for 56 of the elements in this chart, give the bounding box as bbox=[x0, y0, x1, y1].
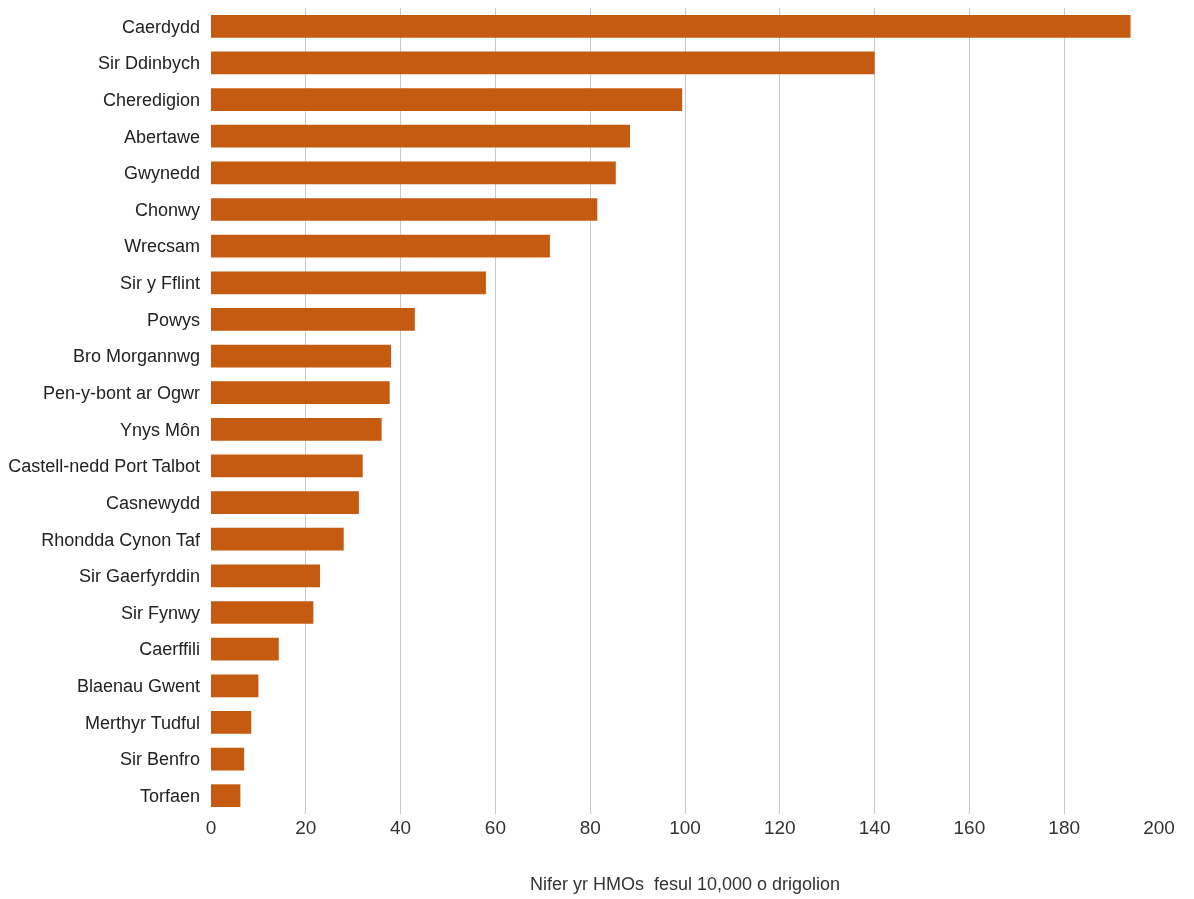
y-tick-label: Sir Ddinbych bbox=[97, 53, 200, 74]
x-tick-label: 200 bbox=[1143, 817, 1175, 838]
y-tick-label: Casnewydd bbox=[105, 492, 200, 513]
bar bbox=[211, 344, 392, 368]
bar bbox=[211, 124, 631, 148]
y-tick-label: Sir Benfro bbox=[119, 749, 200, 770]
bar bbox=[211, 527, 344, 551]
bar bbox=[211, 161, 616, 185]
bar bbox=[211, 784, 241, 808]
bar bbox=[211, 601, 314, 624]
bar bbox=[211, 198, 598, 221]
y-tick-label: Sir y Fflint bbox=[119, 273, 200, 294]
y-tick-label: Cheredigion bbox=[102, 89, 200, 110]
y-tick-label: Sir Gaerfyrddin bbox=[78, 566, 200, 587]
x-tick-label: 0 bbox=[205, 817, 217, 838]
x-tick-label: 80 bbox=[579, 817, 601, 838]
bar bbox=[211, 711, 252, 734]
bar bbox=[211, 88, 683, 111]
bar bbox=[211, 381, 390, 405]
bar bbox=[211, 417, 382, 441]
y-tick-label: Caerdydd bbox=[121, 16, 200, 37]
bar bbox=[211, 308, 415, 331]
y-tick-label: Wrecsam bbox=[124, 236, 200, 257]
bar bbox=[211, 271, 486, 295]
x-tick-label: 60 bbox=[484, 817, 506, 838]
x-tick-label: 100 bbox=[669, 817, 701, 838]
x-tick-label: 20 bbox=[295, 817, 317, 838]
x-tick-label: 180 bbox=[1048, 817, 1081, 838]
y-tick-label: Blaenau Gwent bbox=[76, 676, 200, 697]
bar bbox=[211, 674, 259, 698]
bar bbox=[211, 454, 363, 478]
x-tick-label: 140 bbox=[858, 817, 891, 838]
bar bbox=[211, 14, 1131, 38]
y-tick-label: Castell-nedd Port Talbot bbox=[8, 456, 200, 477]
y-tick-label: Torfaen bbox=[139, 785, 200, 806]
y-tick-label: Chonwy bbox=[134, 199, 200, 220]
y-tick-label: Abertawe bbox=[123, 126, 200, 147]
y-tick-label: Powys bbox=[146, 309, 200, 330]
y-tick-label: Sir Fynwy bbox=[120, 602, 200, 623]
y-tick-label: Ynys Môn bbox=[119, 419, 200, 440]
y-tick-label: Pen-y-bont ar Ogwr bbox=[42, 382, 200, 403]
bar bbox=[211, 234, 550, 258]
bar bbox=[211, 51, 875, 75]
x-tick-label: 160 bbox=[953, 817, 986, 838]
bar bbox=[211, 564, 321, 588]
x-tick-label: 120 bbox=[763, 817, 796, 838]
y-tick-label: Gwynedd bbox=[123, 163, 200, 184]
y-tick-label: Bro Morgannwg bbox=[72, 346, 200, 367]
y-tick-label: Merthyr Tudful bbox=[84, 712, 200, 733]
bar bbox=[211, 491, 359, 514]
y-tick-label: Rhondda Cynon Taf bbox=[41, 529, 201, 550]
bar bbox=[211, 747, 245, 771]
y-tick-label: Caerffili bbox=[139, 639, 200, 660]
bar bbox=[211, 637, 279, 661]
x-axis-title: Nifer yr HMOs fesul 10,000 o drigolion bbox=[529, 874, 841, 895]
x-tick-label: 40 bbox=[390, 817, 412, 838]
